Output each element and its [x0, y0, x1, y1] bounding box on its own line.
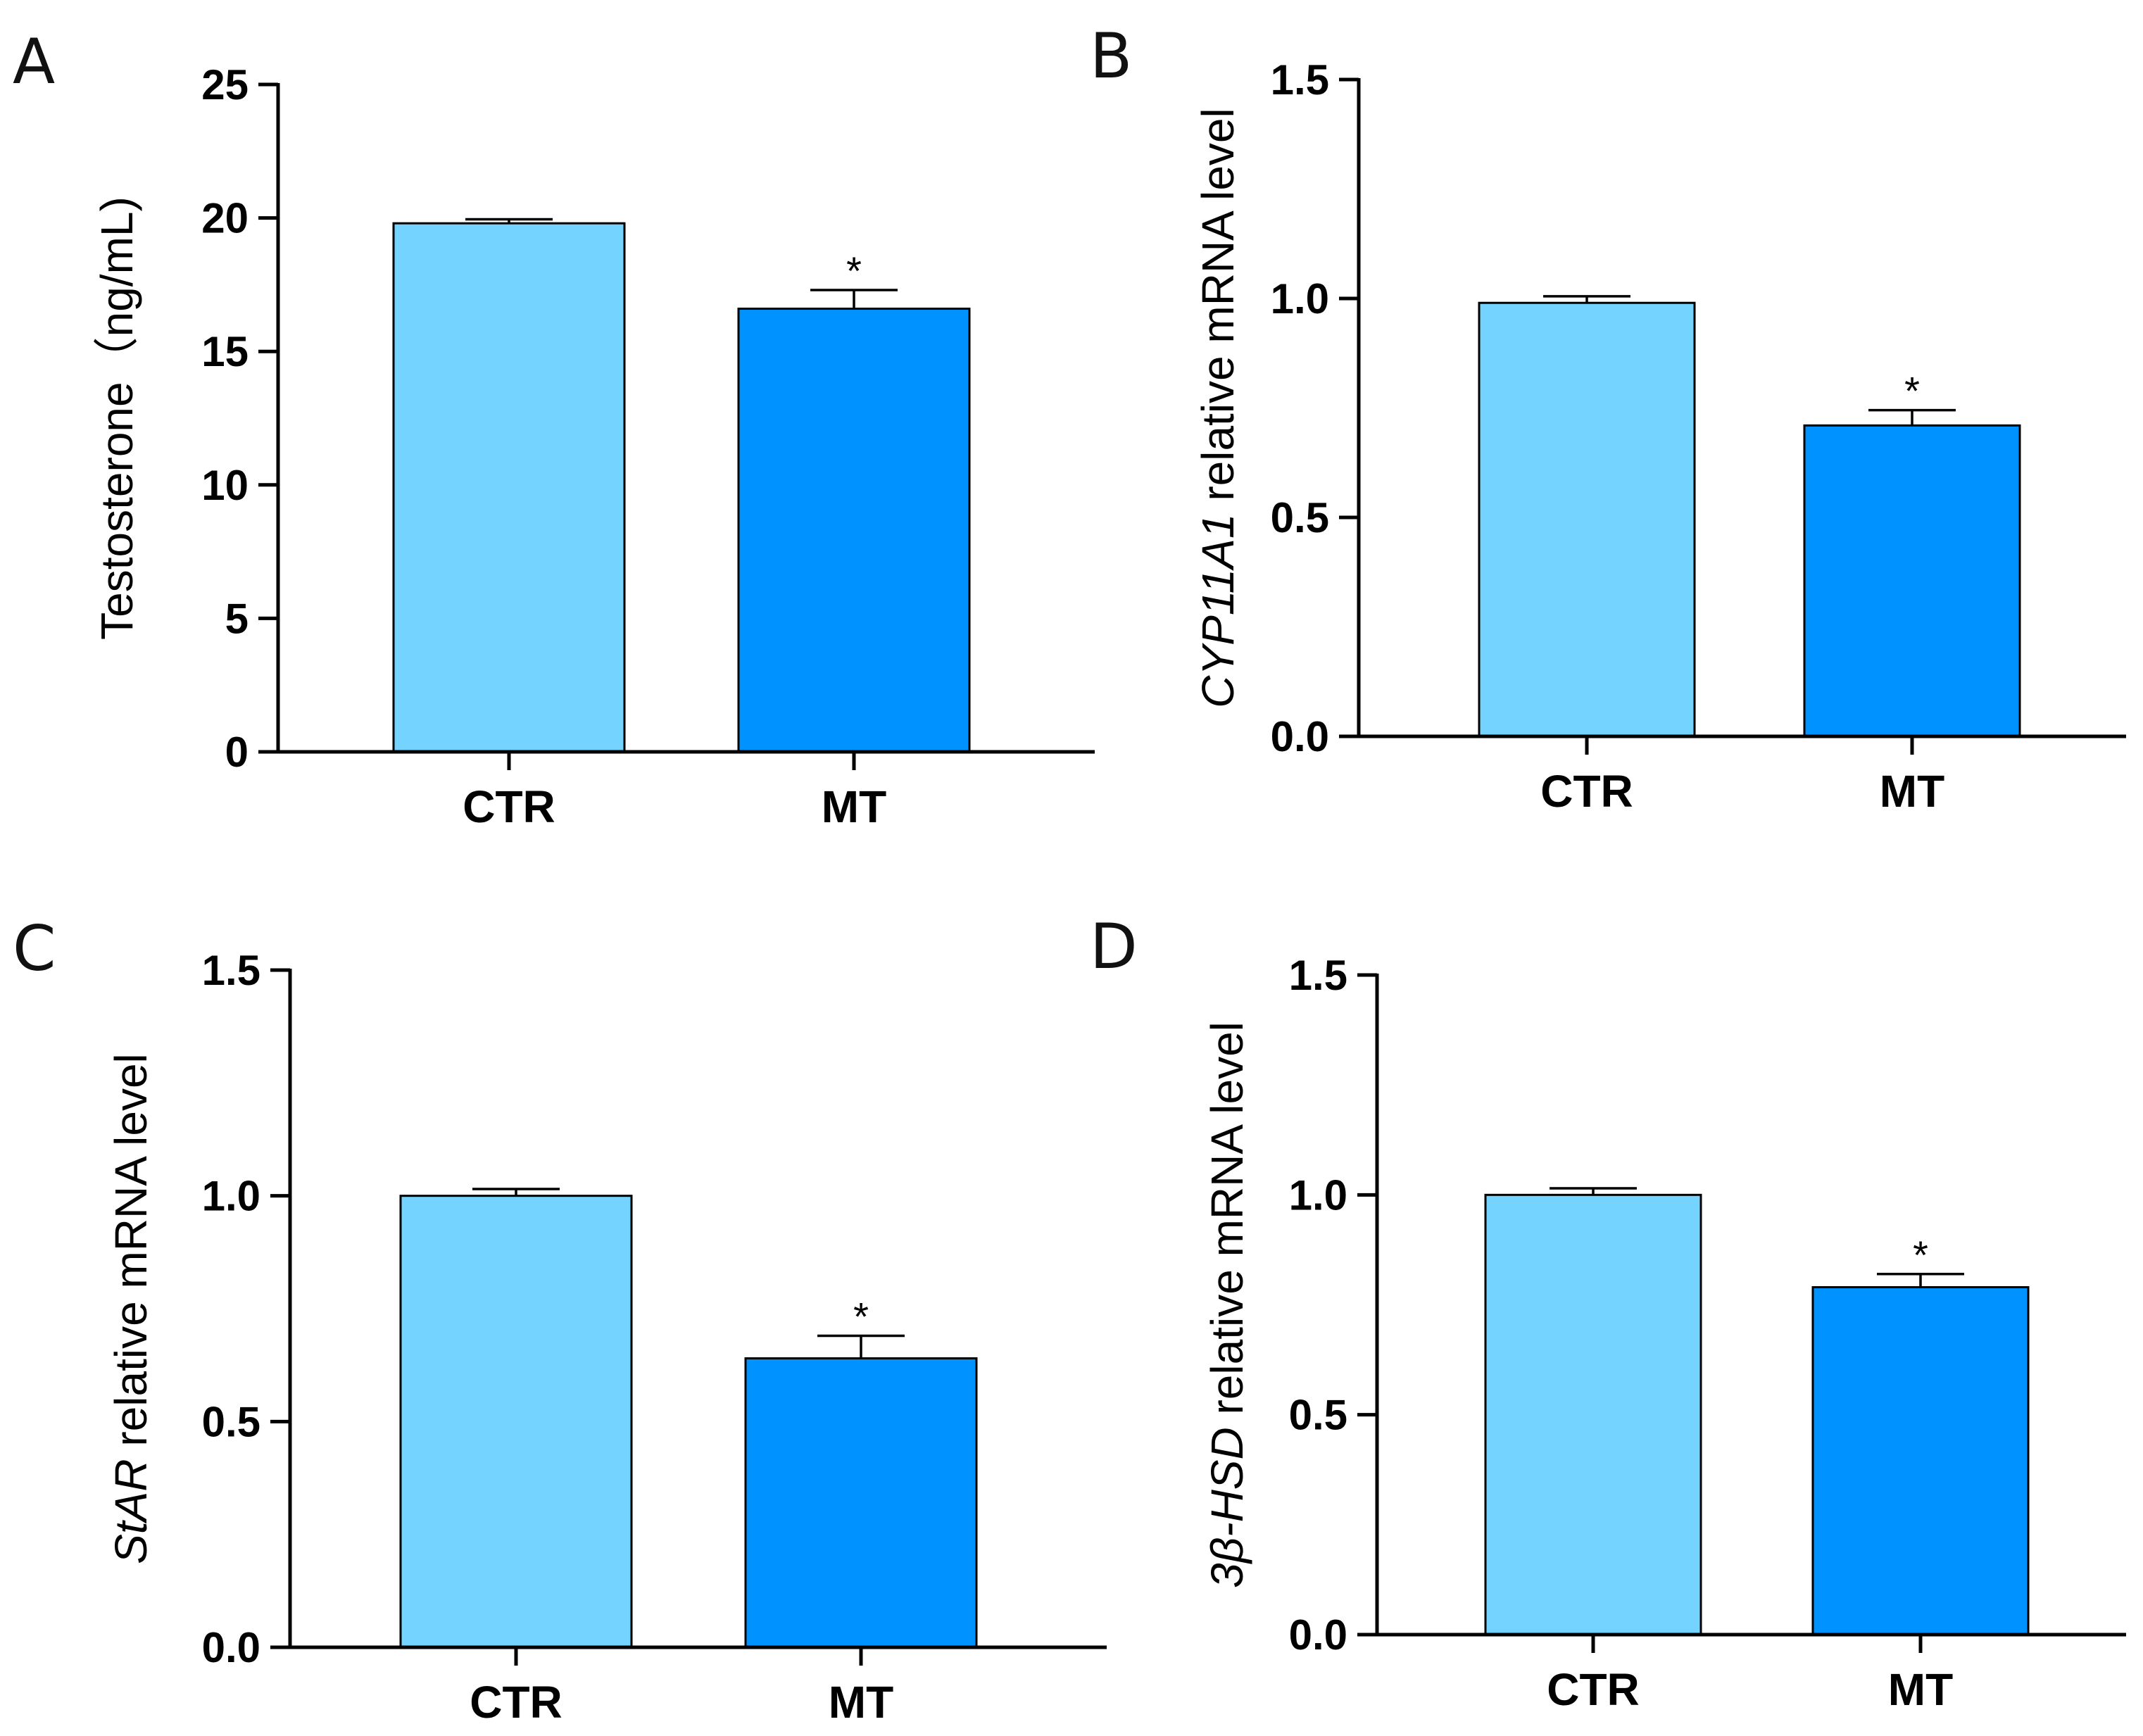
- panel-c-category-label: MT: [829, 1677, 893, 1728]
- panel-a-chart: A CTR * MT 0 5 10 15 20 25 Testosterone（ng/mL): [13, 25, 1095, 832]
- panel-d-ytick-label: 0.5: [1289, 1392, 1347, 1439]
- panel-c-chart: C CTR * MT 0.0 0.5 1.0 1.5 StAR relative mRNA le…: [13, 912, 1107, 1728]
- panel-d-y-axis-label-text: relative mRNA level: [1202, 1021, 1252, 1427]
- panel-d-y-axis-label-gene: 3β-HSD: [1202, 1427, 1252, 1588]
- panel-d-letter: D: [1090, 910, 1138, 983]
- panel-c-ytick-label: 0.0: [202, 1624, 260, 1671]
- panel-c-significance-mt: *: [853, 1294, 869, 1338]
- panel-b-significance-mt: *: [1904, 369, 1920, 413]
- panel-c-ytick-label: 0.5: [202, 1398, 260, 1445]
- panel-d-category-label: MT: [1888, 1664, 1953, 1715]
- panel-d-chart: D CTR * MT 0.0 0.5 1.0 1.5 3β-HSD relative mRNA …: [1090, 910, 2126, 1715]
- panel-c-ytick-label: 1.5: [202, 947, 260, 994]
- panel-c-category-label: CTR: [470, 1677, 563, 1728]
- panel-a-ytick-label: 10: [201, 462, 249, 509]
- panel-c-bar-mt: [744, 1357, 978, 1649]
- panel-b-ytick-label: 0.5: [1271, 494, 1329, 541]
- panel-b-category-label: CTR: [1540, 766, 1633, 817]
- panel-d-ytick-label: 1.0: [1289, 1171, 1347, 1219]
- panel-b-y-axis-label-text: relative mRNA level: [1193, 108, 1243, 513]
- panel-b-y-axis-label-gene: CYP11A1: [1193, 513, 1243, 707]
- panel-b-ytick-label: 0.0: [1271, 713, 1329, 760]
- panel-a-y-axis-label-text: Testosterone（ng/mL): [92, 196, 142, 640]
- panel-a-category-label: MT: [822, 781, 886, 832]
- panel-b-ytick-label: 1.0: [1271, 275, 1329, 322]
- panel-b-y-axis-label: CYP11A1 relative mRNA level: [1193, 108, 1243, 708]
- panel-a-bar-ctr: [392, 222, 626, 753]
- panel-c-letter: C: [13, 912, 56, 985]
- panel-b-bar-mt: [1803, 424, 2021, 738]
- panel-b-letter: B: [1090, 20, 1132, 92]
- panel-c-ytick-label: 1.0: [202, 1173, 260, 1220]
- panel-c-bar-ctr: [399, 1195, 633, 1649]
- panel-d-bar-mt: [1811, 1286, 2030, 1636]
- panel-a-category-label: CTR: [463, 781, 555, 832]
- panel-d-ytick-label: 1.5: [1289, 952, 1347, 999]
- panel-b-category-label: MT: [1880, 766, 1944, 817]
- panel-a-bar-mt: [737, 308, 971, 753]
- panel-c-y-axis-label-text: relative mRNA level: [106, 1053, 156, 1459]
- panel-b-chart: B CTR * MT 0.0 0.5 1.0 1.5 CYP11A1 relative mRNA…: [1090, 20, 2126, 817]
- panel-a-y-axis-label: Testosterone（ng/mL): [92, 196, 142, 640]
- panel-b-bar-ctr: [1478, 301, 1696, 738]
- panel-c-y-axis-label: StAR relative mRNA level: [106, 1053, 156, 1564]
- panel-a-ytick-label: 5: [225, 595, 249, 642]
- panel-d-significance-mt: *: [1913, 1233, 1928, 1277]
- panel-b-ytick-label: 1.5: [1271, 56, 1329, 103]
- panel-d-ytick-label: 0.0: [1289, 1611, 1347, 1659]
- panel-a-ytick-label: 20: [201, 195, 249, 242]
- panel-a-significance-mt: *: [846, 249, 862, 293]
- panel-a-letter: A: [13, 25, 55, 98]
- panel-a-ytick-label: 25: [201, 61, 249, 108]
- panel-d-category-label: CTR: [1547, 1664, 1640, 1715]
- panel-d-bar-ctr: [1484, 1193, 1702, 1636]
- panel-d-y-axis-label: 3β-HSD relative mRNA level: [1202, 1021, 1252, 1588]
- panel-c-y-axis-label-gene: StAR: [106, 1459, 156, 1564]
- panel-a-ytick-label: 15: [201, 328, 249, 375]
- panel-a-ytick-label: 0: [225, 729, 249, 776]
